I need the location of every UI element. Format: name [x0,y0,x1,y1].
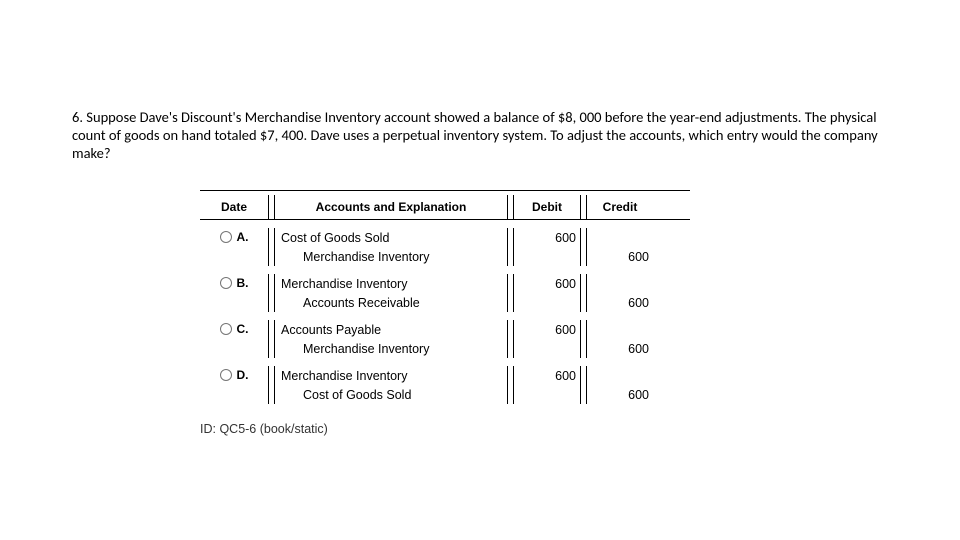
option-b-credit: 600 [595,293,653,312]
vsep [580,195,587,219]
blank [595,274,653,293]
vsep [268,274,275,312]
question-id: ID: QC5-6 (book/static) [200,422,888,436]
vsep [580,274,587,312]
blank [595,366,653,385]
blank [595,320,653,339]
top-rule [200,190,690,191]
blank [595,228,653,247]
vsep [268,228,275,266]
blank [514,247,580,266]
vsep [580,366,587,404]
vsep [268,366,275,404]
option-c-label: C. [237,322,249,336]
option-d-line2: Cost of Goods Sold [281,385,501,404]
option-row-c: C. Accounts Payable Merchandise Inventor… [200,312,690,358]
blank [514,293,580,312]
vsep [507,274,514,312]
option-b-radio[interactable]: B. [220,276,249,290]
option-d-radio[interactable]: D. [220,368,249,382]
option-row-d: D. Merchandise Inventory Cost of Goods S… [200,358,690,404]
option-b-label: B. [237,276,249,290]
option-row-b: B. Merchandise Inventory Accounts Receiv… [200,266,690,312]
option-a-credit: 600 [595,247,653,266]
question-text: 6. Suppose Dave's Discount's Merchandise… [72,108,888,162]
radio-input-b[interactable] [220,277,232,289]
vsep [580,320,587,358]
option-a-radio[interactable]: A. [220,230,249,244]
option-a-label: A. [237,230,249,244]
header-date: Date [200,200,268,214]
option-b-line2: Accounts Receivable [281,293,501,312]
option-c-radio[interactable]: C. [220,322,249,336]
header-debit: Debit [514,200,580,214]
option-c-credit: 600 [595,339,653,358]
option-row-a: A. Cost of Goods Sold Merchandise Invent… [200,220,690,266]
option-b-line1: Merchandise Inventory [281,274,501,293]
vsep [507,320,514,358]
option-d-debit: 600 [514,366,580,385]
vsep [507,195,514,219]
option-b-debit: 600 [514,274,580,293]
vsep [268,320,275,358]
radio-input-c[interactable] [220,323,232,335]
journal-table: Date Accounts and Explanation Debit Cred… [200,190,690,404]
option-d-label: D. [237,368,249,382]
vsep [507,228,514,266]
option-c-line2: Merchandise Inventory [281,339,501,358]
vsep [507,366,514,404]
blank [514,339,580,358]
option-c-debit: 600 [514,320,580,339]
header-credit: Credit [587,200,653,214]
option-c-line1: Accounts Payable [281,320,501,339]
option-d-credit: 600 [595,385,653,404]
option-a-line2: Merchandise Inventory [281,247,501,266]
vsep [580,228,587,266]
vsep [268,195,275,219]
blank [514,385,580,404]
option-a-line1: Cost of Goods Sold [281,228,501,247]
option-d-line1: Merchandise Inventory [281,366,501,385]
radio-input-d[interactable] [220,369,232,381]
header-accounts: Accounts and Explanation [275,200,507,214]
header-row: Date Accounts and Explanation Debit Cred… [200,195,690,220]
radio-input-a[interactable] [220,231,232,243]
option-a-debit: 600 [514,228,580,247]
